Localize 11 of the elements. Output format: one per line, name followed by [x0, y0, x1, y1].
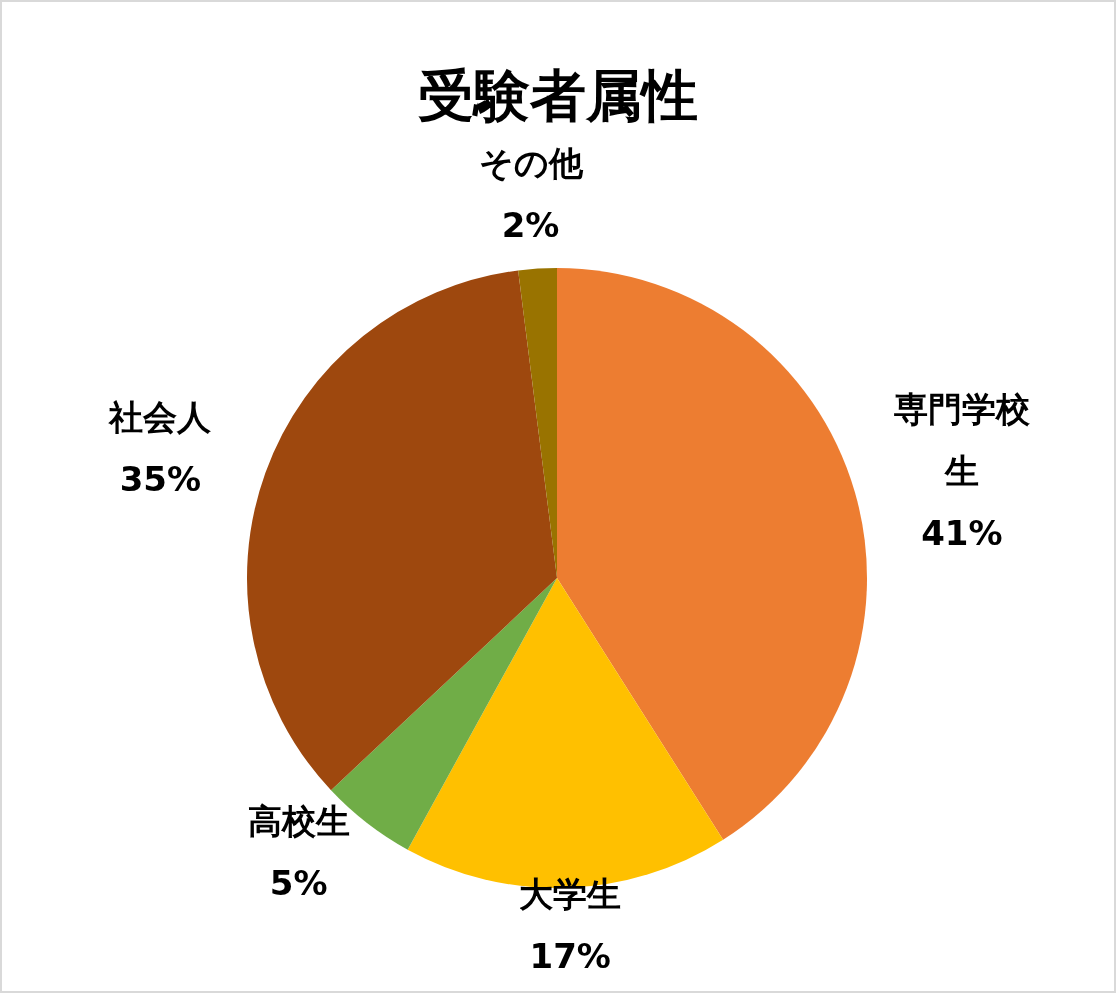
data-label: 17%: [529, 936, 611, 977]
slice-label: 高校生: [247, 801, 350, 842]
data-label: 5%: [269, 863, 328, 904]
data-label: 35%: [119, 458, 202, 499]
slice-label: 専門学校生: [893, 388, 1031, 491]
slice-label: 大学生: [519, 874, 622, 915]
slice-label: その他: [478, 143, 584, 184]
data-label: 2%: [501, 205, 560, 246]
chart-title: 受験者属性: [418, 63, 698, 128]
slice-label: 社会人: [108, 396, 213, 437]
data-label: 41%: [921, 512, 1003, 553]
